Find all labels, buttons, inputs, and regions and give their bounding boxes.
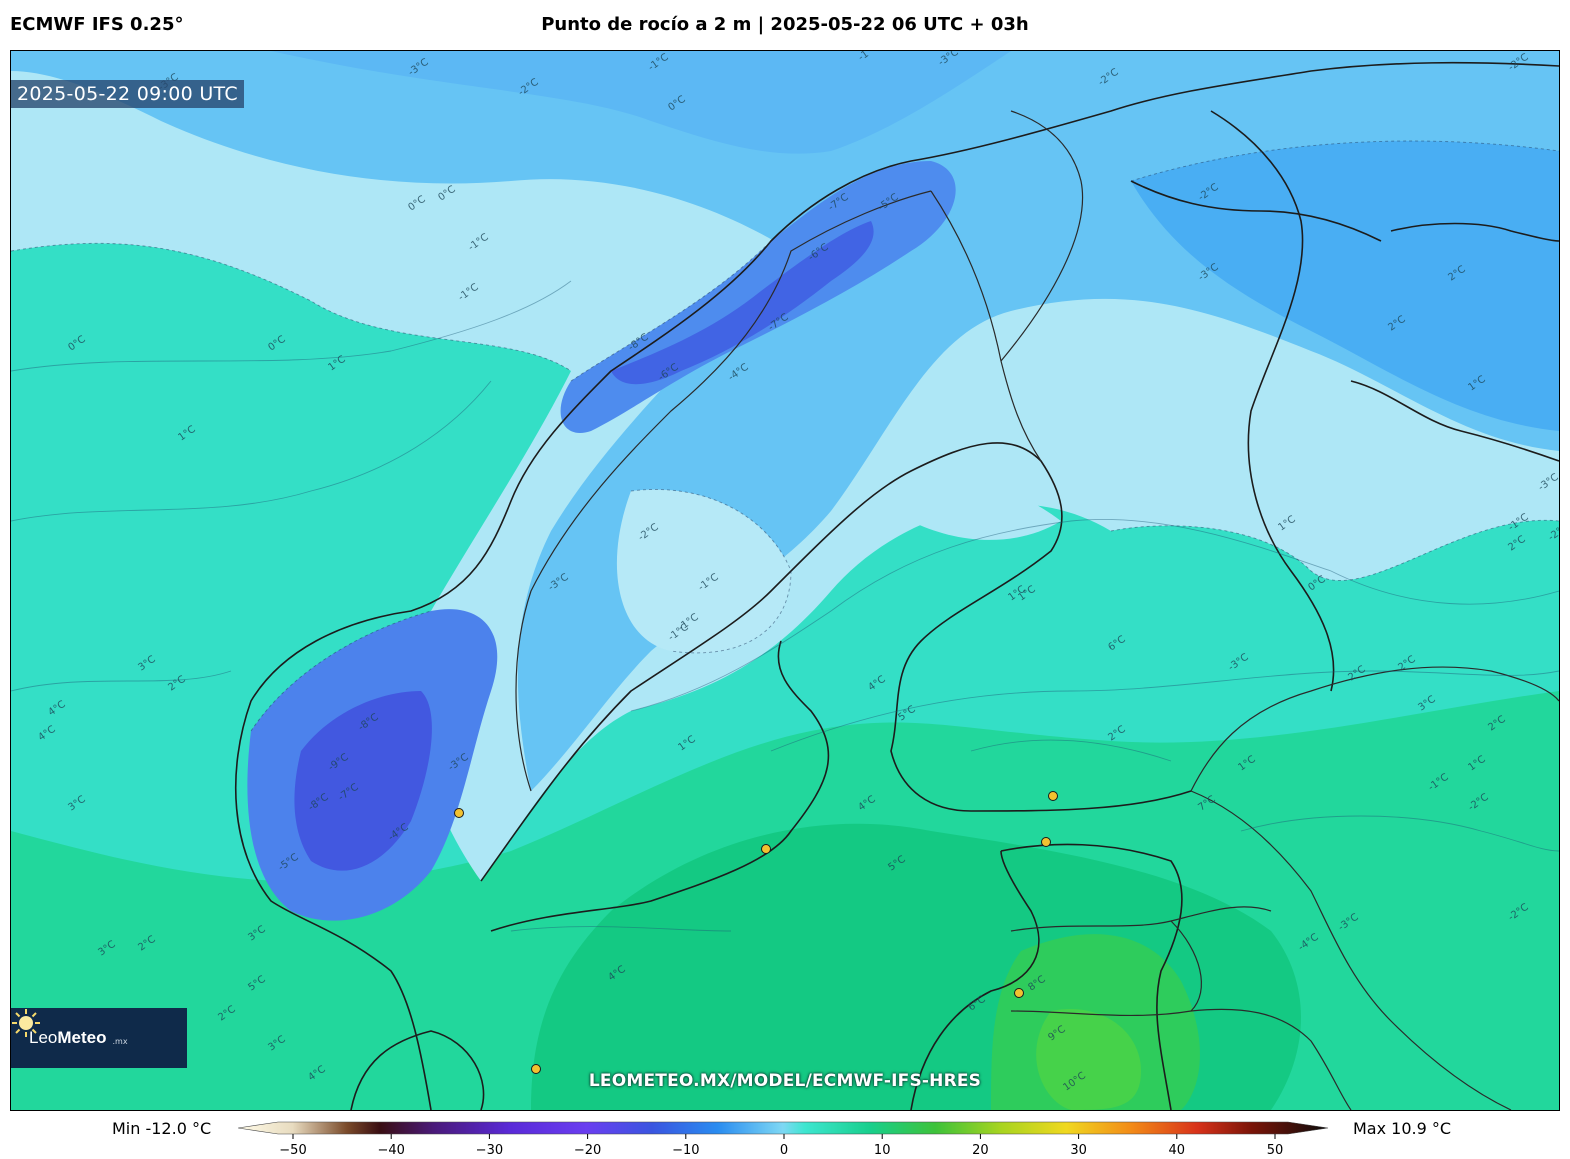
contour-lines-negative bbox=[11, 140, 1559, 732]
colorbar: −50 −40 −30 −20 −10 0 10 20 30 40 50 bbox=[238, 1121, 1329, 1158]
city-marker[interactable] bbox=[761, 844, 771, 854]
map-canvas[interactable]: -3°C-2°C-3°C-1°C-3°C0°C-1°C-2°C-2°C0°C-1… bbox=[10, 50, 1560, 1111]
dewpoint-field: -3°C-2°C-3°C-1°C-3°C0°C-1°C-2°C-2°C0°C-1… bbox=[11, 51, 1559, 1110]
colorbar-tick-label: −30 bbox=[476, 1143, 503, 1158]
contour-lines bbox=[11, 280, 1559, 932]
colorbar-tick-label: 40 bbox=[1169, 1143, 1186, 1158]
city-marker[interactable] bbox=[1014, 988, 1024, 998]
coastlines bbox=[234, 61, 1559, 1110]
model-title: ECMWF IFS 0.25° bbox=[10, 14, 184, 35]
colorbar-ramp bbox=[238, 1121, 1329, 1135]
colorbar-tick-label: −50 bbox=[279, 1143, 306, 1158]
field-coldest-south bbox=[294, 691, 432, 871]
valid-time-badge: 2025-05-22 09:00 UTC bbox=[11, 80, 244, 108]
colorbar-tick-label: −40 bbox=[377, 1143, 404, 1158]
site-watermark: LEOMETEO.MX/MODEL/ECMWF-IFS-HRES bbox=[588, 1071, 982, 1091]
field-coldest-north bbox=[611, 221, 874, 385]
colorbar-tick-label: −10 bbox=[672, 1143, 699, 1158]
colorbar-min-label: Min -12.0 °C bbox=[112, 1119, 212, 1138]
field-warmest bbox=[1036, 1009, 1141, 1110]
city-marker[interactable] bbox=[1048, 791, 1058, 801]
country-borders bbox=[515, 110, 1559, 1110]
product-title: Punto de rocío a 2 m | 2025-05-22 06 UTC… bbox=[541, 14, 1029, 35]
city-marker[interactable] bbox=[531, 1064, 541, 1074]
sun-icon bbox=[12, 1009, 40, 1037]
colorbar-tick-label: −20 bbox=[574, 1143, 601, 1158]
colorbar-ticks: −50 −40 −30 −20 −10 0 10 20 30 40 50 bbox=[279, 1134, 1283, 1158]
colorbar-tick-label: 30 bbox=[1070, 1143, 1087, 1158]
colorbar-max-label: Max 10.9 °C bbox=[1353, 1119, 1452, 1138]
colorbar-tick-label: 20 bbox=[972, 1143, 989, 1158]
colorbar-tick-label: 10 bbox=[874, 1143, 891, 1158]
leometeo-logo[interactable]: LeoMeteo .mx bbox=[11, 1008, 187, 1068]
field-cold-light-patch-2 bbox=[911, 478, 1061, 540]
colorbar-tick-label: 50 bbox=[1267, 1143, 1284, 1158]
logo-suffix: .mx bbox=[112, 1037, 128, 1046]
field-cold-mid-3 bbox=[271, 51, 1011, 154]
colorbar-tick-label: 0 bbox=[780, 1143, 788, 1158]
field-cold-mid-2 bbox=[1131, 141, 1559, 431]
city-marker[interactable] bbox=[454, 808, 464, 818]
city-marker[interactable] bbox=[1041, 837, 1051, 847]
